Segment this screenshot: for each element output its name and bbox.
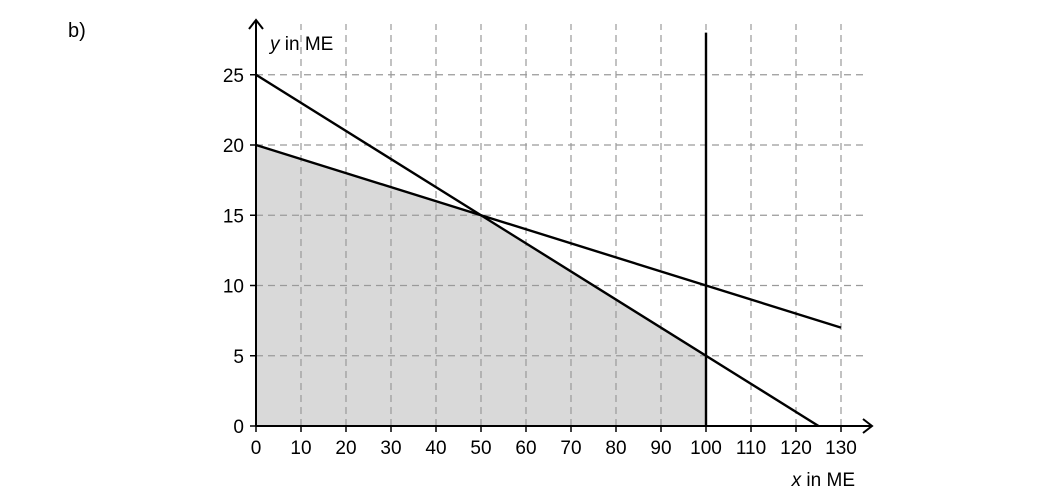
x-tick-label-50: 50 [470, 438, 491, 459]
y-tick-label-5: 5 [233, 347, 244, 368]
x-tick-label-130: 130 [825, 438, 857, 459]
x-tick-label-20: 20 [335, 438, 356, 459]
x-tick-label-110: 110 [736, 438, 766, 459]
x-tick-label-0: 0 [251, 438, 262, 459]
x-tick-label-80: 80 [605, 438, 626, 459]
x-tick-label-10: 10 [290, 438, 311, 459]
x-tick-label-40: 40 [425, 438, 446, 459]
constraint-line-1 [255, 73, 820, 428]
part-label: b) [68, 20, 86, 42]
x-tick-label-30: 30 [380, 438, 401, 459]
y-axis-arrow [248, 18, 264, 30]
constraint-line-2 [255, 143, 842, 329]
x-axis-title: x in ME [791, 470, 855, 491]
y-axis-variable: y [268, 34, 281, 55]
x-axis-arrow [862, 418, 874, 434]
x-tick-label-70: 70 [560, 438, 581, 459]
y-tick-label-20: 20 [223, 136, 244, 157]
y-tick-label-10: 10 [223, 277, 244, 298]
x-axis-unit: in ME [801, 470, 855, 491]
x-tick-label-60: 60 [515, 438, 536, 459]
x-axis-variable: x [791, 470, 803, 491]
x-tick-label-90: 90 [650, 438, 671, 459]
y-axis-title: y in ME [268, 34, 333, 55]
y-axis-unit: in ME [280, 34, 334, 55]
y-tick-label-15: 15 [223, 206, 244, 227]
y-tick-label-25: 25 [223, 66, 244, 87]
x-tick-label-100: 100 [690, 438, 722, 459]
x-tick-label-120: 120 [780, 438, 812, 459]
y-tick-label-0: 0 [233, 417, 244, 438]
